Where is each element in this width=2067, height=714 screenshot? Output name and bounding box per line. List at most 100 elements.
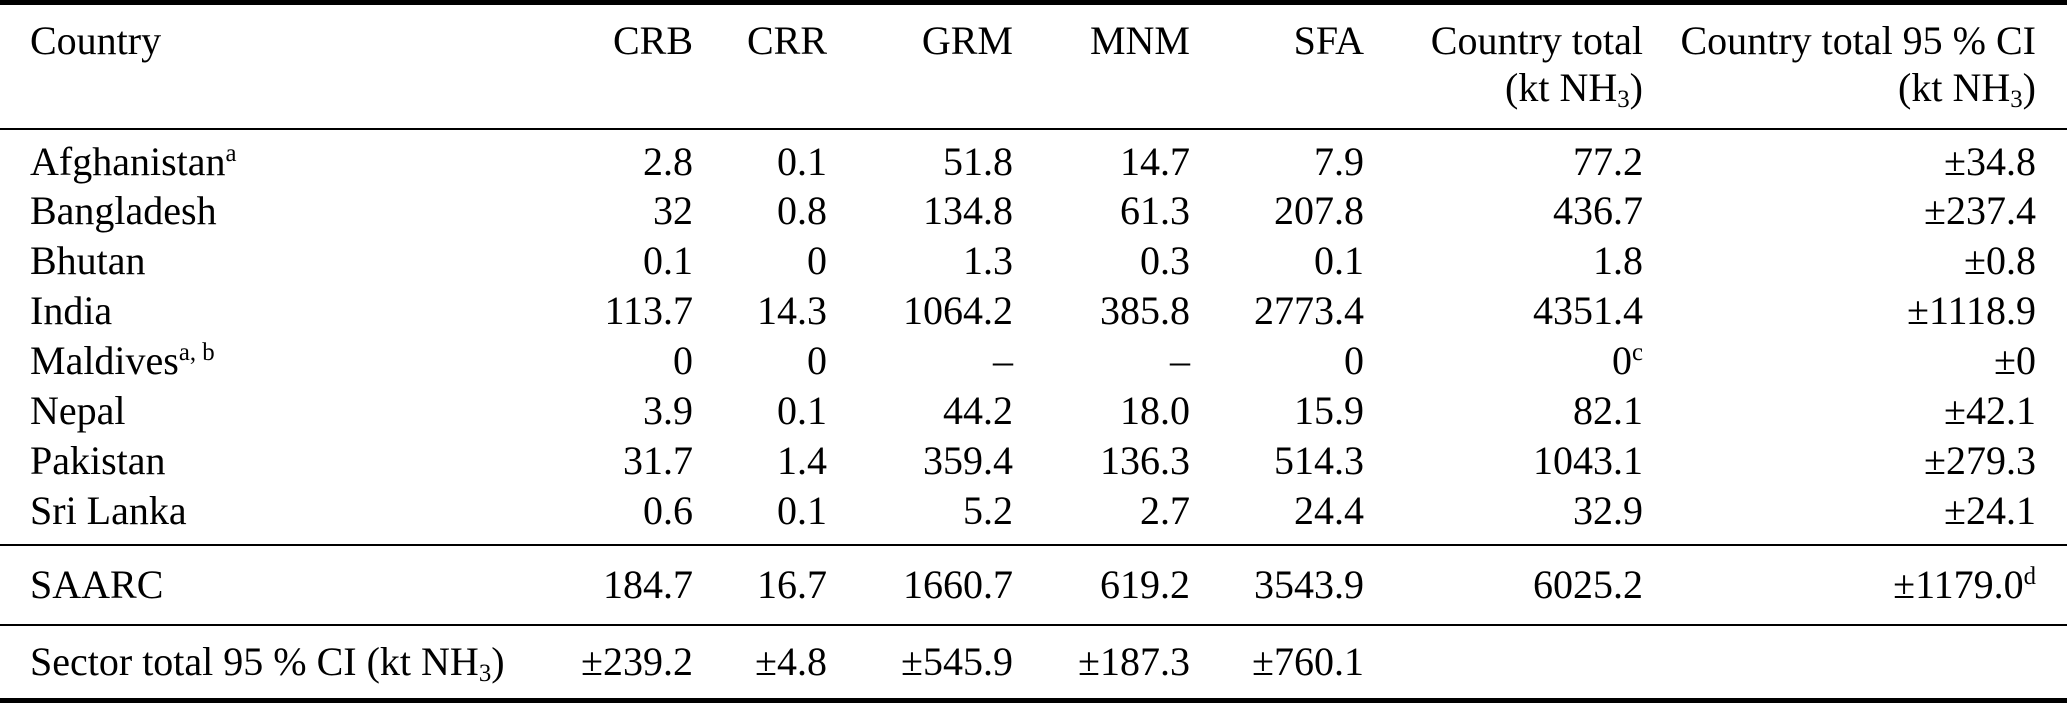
crb-value: 2.8 [643,138,693,184]
country-total-value: 77.2 [1364,129,1643,186]
country-name: Bhutan [30,238,146,283]
country-total-value: 82.1 [1364,386,1643,436]
sector-crb-ci-value: ±239.2 [581,639,693,685]
crr-value: 0 [807,238,827,283]
grm-value: 359.4 [923,438,1013,483]
sector-sfa-ci-value: ±760.1 [1252,639,1364,685]
mnm-value: 2.7 [1140,487,1190,533]
saarc-country-total-value: 6025.2 [1364,543,1643,626]
crb-value: 0 [673,338,693,383]
footnote-marker: a, b [178,339,215,367]
country-name: India [30,288,113,333]
crb-value: 31.7 [623,438,693,483]
value-text: ±24.1 [1944,487,2036,533]
mnm-value: 61.3 [1120,188,1190,233]
grm-value: 51.8 [943,138,1013,184]
col-header-country-total-ci-line1: Country total 95 % CI [1680,18,2036,63]
value-text: ±0 [1994,338,2036,383]
crr-value: 0.8 [777,188,827,233]
col-header-country-total: Country total (kt NH3) [1364,2,1643,130]
mnm-value: 0.3 [1140,238,1190,283]
country-cell: Pakistan [0,436,493,486]
value-text: 1043.1 [1533,438,1643,483]
crr-value: 0.1 [777,138,827,184]
mnm-value: 14.7 [1120,138,1190,184]
crr-value: 14.3 [757,288,827,333]
value-text: 77.2 [1573,138,1643,184]
sector-mnm-ci-value: ±187.3 [1078,639,1190,685]
grm-value: 1064.2 [903,288,1013,333]
saarc-total-row: SAARC 184.7 16.7 1660.7 619.2 3543.9 602… [0,543,2067,626]
country-cell: Bhutan [0,236,493,286]
sector-ci-row: Sector total 95 % CI (kt NH3) ±239.2 ±4.… [0,625,2067,701]
col-header-crr: CRR [693,2,827,130]
grm-value: 1.3 [963,238,1013,283]
unit-text-close: ) [1629,65,1643,110]
country-cell: Nepal [0,386,493,436]
country-total-ci-value: ±34.8 [1643,129,2067,186]
saarc-label: SAARC [0,543,493,626]
country-total-ci-value: ±279.3 [1643,436,2067,486]
value-text: 1.8 [1593,238,1643,283]
unit-text-close: ) [2022,65,2036,110]
crb-value: 113.7 [604,288,693,333]
crr-value: 0.1 [777,487,827,533]
country-name: Bangladesh [30,188,217,233]
sector-empty-cell [1643,625,2067,701]
unit-subscript: 3 [2010,86,2023,114]
table-row-maldives: Maldivesa, b 0 0 – – 0 0c ±0 [0,336,2067,386]
country-total-ci-value: ±24.1 [1643,486,2067,545]
country-total-value: 1.8 [1364,236,1643,286]
grm-value: 134.8 [923,188,1013,233]
value-text: 0 [1611,338,1632,383]
label-text: Sector total 95 % CI (kt NH [30,639,479,685]
country-total-ci-value: ±42.1 [1643,386,2067,436]
crb-value: 0.1 [643,238,693,283]
grm-value: 5.2 [963,487,1013,533]
sfa-value: 24.4 [1294,487,1364,533]
value-text: ±0.8 [1964,238,2036,283]
country-cell: Maldivesa, b [0,336,493,386]
crr-value: 0.1 [777,388,827,433]
grm-value: – [993,338,1013,383]
saarc-country-total-ci-value: ±1179.0d [1643,543,2067,626]
col-header-country-total-ci: Country total 95 % CI (kt NH3) [1643,2,2067,130]
value-text: ±34.8 [1944,138,2036,184]
value-text: 32.9 [1573,487,1643,533]
col-header-crb: CRB [493,2,693,130]
value-text: ±237.4 [1924,188,2036,233]
label-text-close: ) [491,639,505,685]
footnote-marker: a [225,139,237,167]
country-name: Nepal [30,388,126,433]
sfa-value: 0.1 [1314,238,1364,283]
sfa-value: 0 [1344,338,1364,383]
value-text: 4351.4 [1533,288,1643,333]
sector-crr-ci-value: ±4.8 [755,639,827,685]
country-total-ci-value: ±0.8 [1643,236,2067,286]
country-name: Sri Lanka [30,487,187,533]
country-name: Pakistan [30,438,166,483]
country-cell: Sri Lanka [0,486,493,545]
mnm-value: 385.8 [1100,288,1190,333]
saarc-mnm-value: 619.2 [1013,543,1190,626]
table-row-afghanistan: Afghanistana 2.8 0.1 51.8 14.7 7.9 77.2 … [0,129,2067,186]
col-header-country-total-unit: (kt NH3) [1364,64,1643,117]
sector-empty-cell [1364,625,1643,701]
col-header-country: Country [0,2,493,130]
sfa-value: 207.8 [1274,188,1364,233]
sfa-value: 7.9 [1314,138,1364,184]
country-name: Maldives [30,338,179,383]
label-subscript: 3 [478,660,492,688]
mnm-value: 136.3 [1100,438,1190,483]
table-row-nepal: Nepal 3.9 0.1 44.2 18.0 15.9 82.1 ±42.1 [0,386,2067,436]
country-total-ci-value: ±0 [1643,336,2067,386]
sector-ci-label: Sector total 95 % CI (kt NH3) [0,625,505,701]
crr-value: 1.4 [777,438,827,483]
table-row-bangladesh: Bangladesh 32 0.8 134.8 61.3 207.8 436.7… [0,186,2067,236]
crr-value: 0 [807,338,827,383]
header-row: Country CRB CRR GRM MNM SFA Country tota… [0,2,2067,130]
sfa-value: 514.3 [1274,438,1364,483]
unit-text: (kt NH [1505,65,1618,110]
